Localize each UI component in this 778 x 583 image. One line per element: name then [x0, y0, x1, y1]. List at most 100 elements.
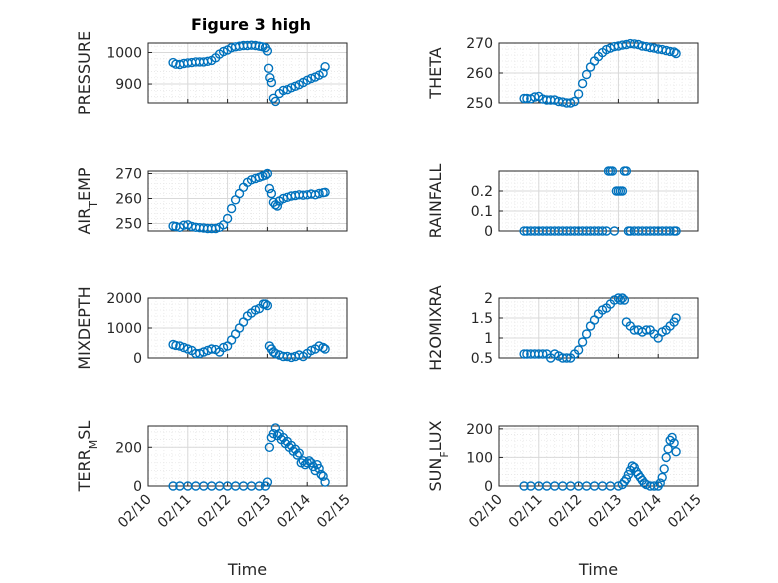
data-point: [278, 193, 288, 204]
data-point: [265, 72, 275, 83]
y-tick-label: 2000: [106, 291, 142, 307]
y-tick-label: 200: [115, 440, 142, 456]
y-tick-label: 250: [466, 96, 493, 112]
y-tick-label: 260: [115, 192, 142, 208]
data-point: [573, 345, 584, 355]
x-tick-label: 02/13: [234, 492, 274, 532]
data-point: [613, 293, 624, 303]
data-point: [286, 83, 296, 93]
axes-border: [147, 297, 348, 359]
data-point: [617, 293, 628, 303]
data-point: [262, 477, 273, 487]
axes-frame: [498, 425, 699, 487]
data-point: [617, 186, 628, 196]
data-point: [206, 344, 217, 354]
data-point: [320, 477, 330, 487]
data-point: [669, 438, 679, 448]
data-point: [665, 46, 675, 57]
x-tick-label: 02/15: [665, 492, 705, 532]
data-point: [306, 73, 316, 84]
y-tick-label: 0: [133, 479, 142, 495]
data-point: [218, 342, 229, 353]
data-point: [264, 183, 275, 194]
data-point: [262, 46, 273, 56]
data-point: [621, 474, 632, 484]
y-tick-label: 250: [115, 217, 142, 233]
data-point: [250, 40, 261, 51]
data-point: [671, 447, 681, 457]
y-tick-label: 0.5: [471, 351, 493, 367]
data-point: [266, 188, 277, 199]
data-point: [318, 342, 328, 353]
axes-frame: [498, 297, 699, 359]
data-point: [316, 469, 326, 480]
data-point: [657, 472, 667, 483]
data-point: [210, 223, 221, 234]
data-point: [314, 463, 324, 474]
data-point: [222, 213, 233, 224]
y-axis-label: SUNFLUX: [426, 420, 451, 491]
x-tick-label: 02/12: [195, 492, 235, 532]
subplot-theta: 250 260 270 THETA: [426, 36, 699, 112]
data-point: [318, 68, 328, 78]
subplot-rainfall: 0 0.1 0.2 RAINFALL: [426, 164, 699, 240]
y-tick-label: 200: [466, 422, 493, 438]
y-tick-label: 900: [115, 77, 142, 93]
data-point: [665, 226, 675, 236]
data-point: [573, 89, 584, 99]
data-point: [226, 203, 237, 214]
data-point: [198, 347, 209, 357]
data-point: [519, 349, 529, 359]
y-tick-label: 270: [466, 36, 493, 52]
subplot-pressure: 900 1000 PRESSURE: [75, 31, 348, 115]
data-point: [581, 69, 592, 80]
data-point: [607, 166, 618, 176]
y-tick-label: 0.2: [471, 184, 493, 200]
x-tick-label: 02/14: [625, 491, 665, 531]
data-point: [183, 344, 193, 354]
y-tick-label: 100: [466, 450, 493, 466]
data-point: [661, 452, 671, 463]
data-point: [264, 442, 275, 452]
data-point: [168, 481, 178, 491]
data-point: [629, 462, 639, 473]
y-axis-label: PRESSURE: [75, 31, 94, 115]
data-point: [538, 349, 548, 359]
data-point: [641, 325, 651, 335]
data-point: [272, 201, 283, 211]
data-point: [320, 61, 330, 72]
y-tick-label: 0: [133, 351, 142, 367]
x-tick-label: 02/11: [155, 492, 195, 532]
data-point: [519, 481, 529, 491]
data-point: [621, 166, 632, 176]
axes-frame: [147, 425, 348, 487]
data-point: [292, 450, 302, 460]
x-tick-label: 02/12: [546, 492, 586, 532]
axes-border: [498, 297, 699, 359]
data-point: [519, 226, 529, 236]
data-point: [320, 187, 330, 198]
axes-border: [498, 42, 699, 104]
data-point: [306, 345, 316, 356]
y-axis-label: THETA: [426, 47, 445, 99]
y-tick-label: 260: [466, 66, 493, 82]
data-point: [581, 329, 592, 339]
data-point: [179, 342, 189, 353]
data-point: [609, 226, 620, 236]
data-point: [562, 353, 572, 363]
x-tick-label: 02/14: [274, 491, 314, 531]
data-point: [254, 481, 265, 491]
x-axis-label: Time: [578, 560, 618, 579]
y-axis-label: RAINFALL: [426, 164, 445, 239]
axes-border: [147, 170, 348, 232]
y-tick-label: 270: [115, 167, 142, 183]
data-point: [619, 295, 630, 305]
data-point: [671, 226, 681, 236]
subplot-terr-msl: 0 200 TERRMSL 02/10 02/11 02/12 02/13 02/14 02/1…: [75, 421, 354, 579]
figure-title: Figure 3 high: [191, 15, 311, 34]
data-point: [671, 48, 681, 59]
data-point: [266, 77, 277, 88]
data-point: [314, 188, 324, 199]
x-tick-label: 02/11: [506, 492, 546, 532]
